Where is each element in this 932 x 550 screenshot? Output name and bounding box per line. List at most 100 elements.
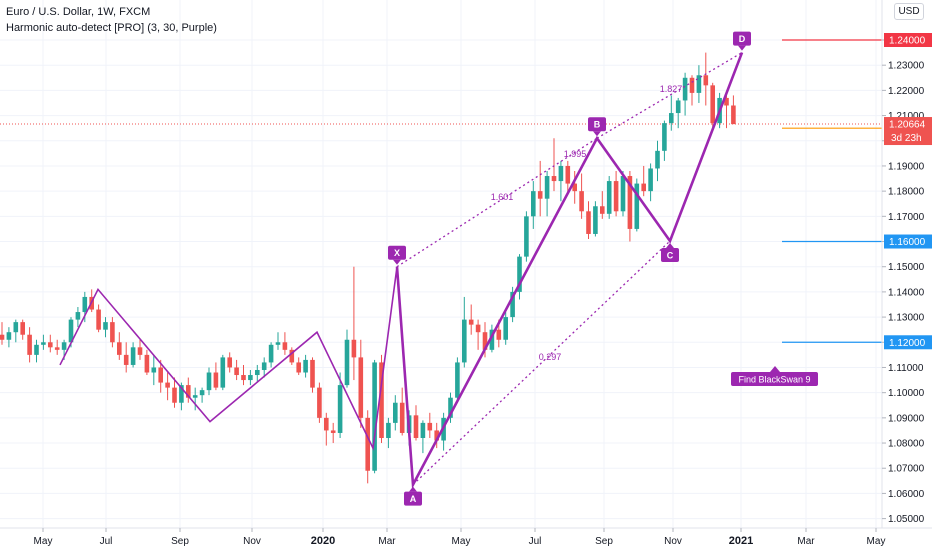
time-tick-label: May bbox=[34, 536, 53, 547]
candle-up bbox=[275, 342, 281, 345]
level-tag-label: 1.16000 bbox=[889, 237, 926, 248]
candle-up bbox=[420, 422, 426, 439]
candle-up bbox=[192, 395, 198, 398]
candle-down bbox=[165, 382, 170, 388]
candle-down bbox=[413, 415, 419, 439]
candle-up bbox=[655, 150, 660, 169]
candle-down bbox=[579, 191, 584, 212]
candle-down bbox=[172, 387, 177, 403]
level-tag bbox=[884, 33, 932, 47]
currency-button[interactable]: USD bbox=[894, 3, 924, 20]
ratio-label: 1.827 bbox=[660, 84, 683, 94]
candle-up bbox=[386, 422, 391, 439]
blackswan-banner[interactable]: Find BlackSwan 9 bbox=[731, 366, 818, 386]
point-badge-x bbox=[388, 245, 406, 260]
point-pointer bbox=[593, 131, 601, 137]
candle-up bbox=[620, 176, 626, 212]
price-tick-label: 1.10000 bbox=[888, 388, 925, 399]
candle-up bbox=[199, 390, 205, 396]
candle-down bbox=[54, 347, 60, 350]
candle-up bbox=[662, 123, 667, 151]
time-tick-label: Sep bbox=[595, 536, 613, 547]
candle-up bbox=[220, 357, 226, 388]
point-label-b: B bbox=[594, 120, 601, 130]
candle-down bbox=[20, 322, 25, 335]
candle-down bbox=[613, 181, 619, 212]
candle-up bbox=[303, 359, 308, 373]
candle-down bbox=[317, 387, 322, 418]
candle-up bbox=[558, 165, 564, 182]
candle-up bbox=[151, 367, 157, 373]
candle-down bbox=[310, 359, 315, 388]
time-tick-label: 2021 bbox=[729, 535, 753, 547]
point-pointer bbox=[666, 243, 674, 249]
candle-up bbox=[648, 168, 653, 192]
price-tick-label: 1.22000 bbox=[888, 86, 925, 97]
time-tick-label: 2020 bbox=[311, 535, 335, 547]
candle-up bbox=[248, 375, 253, 381]
candles bbox=[0, 52, 736, 484]
candle-up bbox=[593, 206, 598, 234]
point-badge-c bbox=[661, 248, 679, 263]
candle-up bbox=[255, 369, 260, 376]
candle-up bbox=[82, 296, 88, 313]
candle-down bbox=[475, 324, 481, 333]
candle-down bbox=[482, 332, 488, 350]
price-tick-label: 1.18000 bbox=[888, 187, 925, 198]
candle-down bbox=[496, 329, 502, 340]
current-price-label: 1.20664 bbox=[889, 120, 926, 131]
candle-up bbox=[517, 256, 522, 292]
price-axis: 1.240001.230001.220001.210001.200001.190… bbox=[881, 0, 925, 528]
candle-down bbox=[365, 417, 370, 471]
candle-down bbox=[96, 309, 101, 330]
candle-up bbox=[337, 385, 343, 433]
time-tick-label: Mar bbox=[378, 536, 396, 547]
candle-down bbox=[586, 211, 591, 234]
candle-up bbox=[634, 183, 640, 229]
candle-down bbox=[227, 357, 232, 368]
ratio-label: 1.995 bbox=[564, 149, 587, 159]
candle-up bbox=[455, 362, 460, 398]
candle-down bbox=[468, 319, 474, 325]
candle-down bbox=[241, 375, 246, 381]
price-tick-label: 1.13000 bbox=[888, 313, 925, 324]
pattern-dotted-line bbox=[596, 52, 743, 139]
candle-down bbox=[234, 367, 239, 376]
candle-down bbox=[123, 354, 129, 365]
harmonic-pattern: 1.601 1.995 1.827 0.297 X A B C D bbox=[59, 31, 751, 506]
price-tick-label: 1.08000 bbox=[888, 439, 925, 450]
candle-down bbox=[572, 183, 577, 192]
level-tag bbox=[884, 234, 932, 249]
candle-down bbox=[551, 176, 557, 182]
candle-up bbox=[261, 362, 267, 370]
candle-down bbox=[158, 367, 163, 383]
point-badge-d bbox=[733, 31, 751, 46]
point-label-x: X bbox=[394, 248, 400, 258]
time-axis: May Jul Sep Nov 2020 Mar May Jul Sep Nov 2021 Mar Ma… bbox=[0, 527, 932, 547]
candle-up bbox=[13, 322, 19, 333]
price-tick-label: 1.21000 bbox=[888, 111, 925, 122]
candle-down bbox=[399, 402, 405, 433]
candle-down bbox=[0, 334, 5, 340]
candle-down bbox=[110, 322, 115, 343]
candle-down bbox=[427, 422, 433, 431]
level-tag-label: 1.24000 bbox=[889, 36, 926, 47]
candle-up bbox=[372, 362, 377, 471]
point-pointer bbox=[393, 259, 401, 265]
candle-down bbox=[434, 430, 439, 441]
candle-down bbox=[117, 342, 122, 355]
banner-text: Find BlackSwan 9 bbox=[738, 375, 810, 385]
point-pointer bbox=[738, 45, 746, 51]
candle-down bbox=[213, 372, 219, 388]
time-tick-label: Jul bbox=[100, 536, 113, 547]
candle-down bbox=[282, 342, 288, 350]
candle-up bbox=[682, 77, 688, 101]
candle-down bbox=[186, 385, 191, 398]
candle-down bbox=[144, 354, 150, 373]
candle-up bbox=[544, 176, 550, 199]
price-tick-label: 1.19000 bbox=[888, 161, 925, 172]
candle-up bbox=[696, 75, 702, 93]
candle-up bbox=[130, 347, 136, 365]
